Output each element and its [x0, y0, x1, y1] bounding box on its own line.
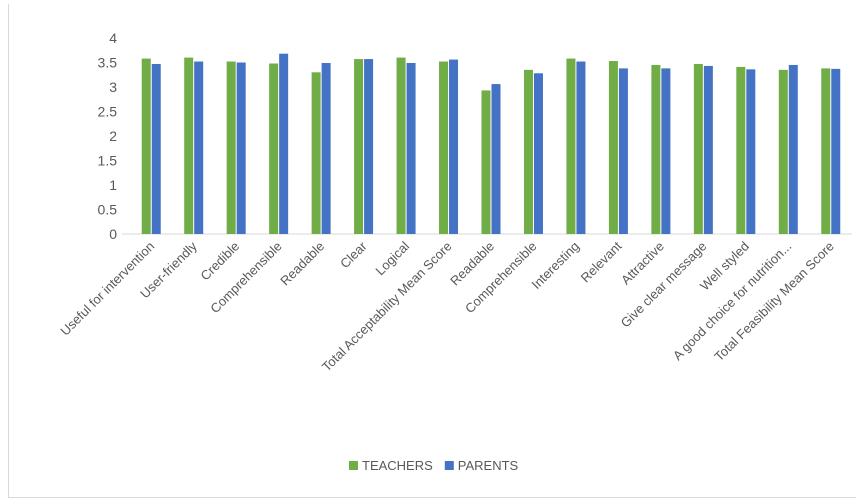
- category-label: Clear: [337, 238, 370, 271]
- legend-swatch-teachers: [349, 461, 358, 470]
- bar-parents-5: [364, 59, 374, 234]
- y-tick-label: 2: [109, 128, 117, 144]
- bar-teachers-0: [141, 58, 151, 234]
- y-tick-label: 0: [109, 226, 117, 242]
- bar-parents-2: [236, 62, 246, 234]
- bar-teachers-7: [439, 61, 449, 234]
- bar-parents-11: [618, 68, 628, 234]
- bar-teachers-11: [608, 61, 618, 234]
- legend-label-teachers: TEACHERS: [362, 458, 433, 473]
- bar-parents-6: [406, 62, 416, 234]
- bar-parents-8: [491, 84, 501, 234]
- bar-teachers-16: [821, 68, 831, 234]
- legend-label-parents: PARENTS: [458, 458, 519, 473]
- y-tick-label: 4: [109, 30, 117, 46]
- bar-parents-12: [661, 68, 671, 234]
- chart-frame: [8, 4, 856, 498]
- bar-teachers-9: [523, 69, 533, 234]
- bar-parents-1: [194, 61, 204, 234]
- legend-swatch-parents: [444, 461, 454, 470]
- bar-parents-10: [576, 61, 586, 234]
- bar-teachers-2: [226, 61, 236, 234]
- bar-teachers-6: [396, 57, 406, 234]
- bar-teachers-14: [736, 66, 746, 234]
- y-tick-label: 1: [109, 177, 117, 193]
- bars: [141, 53, 841, 235]
- bar-parents-14: [746, 69, 756, 234]
- bar-teachers-3: [269, 63, 279, 235]
- bar-parents-9: [533, 73, 543, 234]
- bar-teachers-1: [184, 57, 194, 234]
- bar-parents-0: [151, 63, 161, 234]
- y-tick-label: 3.5: [98, 55, 118, 71]
- legend: TEACHERS PARENTS: [349, 458, 519, 473]
- bar-parents-4: [321, 62, 331, 234]
- bar-teachers-15: [778, 69, 788, 234]
- bar-teachers-8: [481, 90, 491, 235]
- y-tick-label: 0.5: [98, 202, 118, 218]
- category-labels: Useful for interventionUser-friendlyCred…: [57, 238, 837, 374]
- bar-parents-13: [703, 65, 713, 235]
- y-axis-ticks: 0 0.5 1 1.5 2 2.5 3 3.5 4: [98, 30, 118, 242]
- bar-parents-16: [831, 68, 841, 235]
- y-tick-label: 1.5: [98, 153, 118, 169]
- category-label: Logical: [372, 238, 412, 278]
- y-tick-label: 3: [109, 79, 117, 95]
- bar-teachers-12: [651, 64, 661, 234]
- bar-teachers-10: [566, 58, 576, 234]
- bar-teachers-13: [693, 63, 703, 234]
- category-label: Readable: [277, 239, 327, 289]
- bar-parents-15: [788, 64, 798, 234]
- bar-parents-3: [279, 53, 289, 235]
- category-label: Relevant: [578, 238, 625, 285]
- bar-parents-7: [449, 59, 459, 235]
- y-tick-label: 2.5: [98, 104, 118, 120]
- bar-teachers-4: [311, 72, 321, 234]
- bar-teachers-5: [354, 59, 364, 234]
